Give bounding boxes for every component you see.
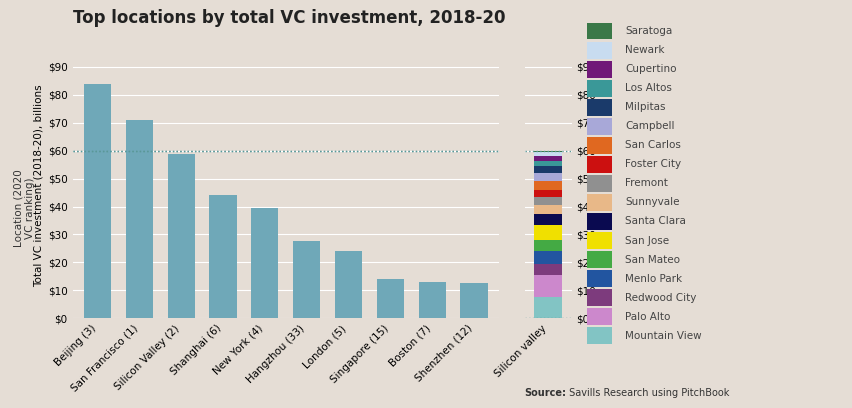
Text: Savills Research using PitchBook: Savills Research using PitchBook [565, 388, 728, 398]
Bar [586, 328, 612, 344]
Bar [586, 233, 612, 248]
Text: Redwood City: Redwood City [625, 293, 696, 302]
Bar [586, 175, 612, 192]
Bar [533, 275, 561, 297]
Bar [251, 208, 278, 318]
Text: Fremont: Fremont [625, 178, 667, 188]
Bar [586, 251, 612, 268]
Bar [533, 197, 561, 205]
Bar [293, 242, 320, 318]
Bar [586, 23, 612, 40]
Bar [533, 151, 561, 152]
Bar [533, 152, 561, 156]
Bar [533, 205, 561, 213]
Y-axis label: Total VC investment (2018-20), billions: Total VC investment (2018-20), billions [34, 84, 43, 287]
Bar [533, 240, 561, 251]
Bar [586, 42, 612, 58]
Text: Newark: Newark [625, 45, 664, 55]
Text: Palo Alto: Palo Alto [625, 312, 670, 322]
Bar [533, 251, 561, 264]
Text: Foster City: Foster City [625, 160, 681, 169]
Bar [335, 251, 361, 318]
Bar [533, 156, 561, 160]
Bar [418, 282, 445, 318]
Bar [586, 308, 612, 325]
Text: Milpitas: Milpitas [625, 102, 665, 113]
Bar [533, 225, 561, 240]
Bar [533, 264, 561, 275]
Bar [533, 166, 561, 173]
Bar [533, 213, 561, 225]
Bar [83, 84, 111, 318]
Bar [586, 118, 612, 135]
Text: Source:: Source: [524, 388, 566, 398]
Bar [586, 194, 612, 211]
Bar [533, 190, 561, 197]
Text: Saratoga: Saratoga [625, 27, 671, 36]
Bar [533, 182, 561, 190]
Text: San Carlos: San Carlos [625, 140, 681, 151]
Text: San Jose: San Jose [625, 235, 669, 246]
Bar [586, 213, 612, 230]
Text: Campbell: Campbell [625, 122, 674, 131]
Text: San Mateo: San Mateo [625, 255, 679, 264]
Text: Top locations by total VC investment, 2018-20: Top locations by total VC investment, 20… [72, 9, 504, 27]
Text: Sunnyvale: Sunnyvale [625, 197, 679, 208]
Bar [168, 153, 194, 318]
Bar [210, 195, 236, 318]
Bar [460, 283, 487, 318]
Bar [586, 137, 612, 153]
Bar [126, 120, 153, 318]
Bar [586, 156, 612, 173]
Text: Menlo Park: Menlo Park [625, 273, 682, 284]
Bar [586, 100, 612, 115]
Bar [586, 289, 612, 306]
Text: Cupertino: Cupertino [625, 64, 676, 74]
Bar [586, 271, 612, 286]
Bar [586, 61, 612, 78]
Text: Santa Clara: Santa Clara [625, 217, 685, 226]
Bar [533, 173, 561, 182]
Bar [533, 297, 561, 318]
Bar [586, 80, 612, 97]
Bar [533, 160, 561, 166]
Bar [377, 279, 403, 318]
Text: Los Altos: Los Altos [625, 84, 671, 93]
Text: Mountain View: Mountain View [625, 330, 701, 341]
Text: Location (2020
VC ranking): Location (2020 VC ranking) [13, 169, 35, 247]
